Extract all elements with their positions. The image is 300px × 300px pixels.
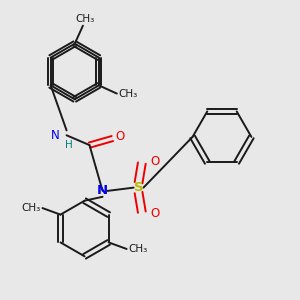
Text: N: N	[51, 129, 60, 142]
Text: O: O	[150, 155, 159, 168]
Text: O: O	[150, 207, 159, 220]
Text: CH₃: CH₃	[118, 88, 138, 99]
Text: S: S	[134, 181, 143, 194]
Text: CH₃: CH₃	[22, 203, 41, 213]
Text: CH₃: CH₃	[75, 14, 94, 24]
Text: CH₃: CH₃	[128, 244, 148, 254]
Text: N: N	[97, 184, 108, 197]
Text: O: O	[116, 130, 125, 143]
Text: H: H	[65, 140, 73, 150]
